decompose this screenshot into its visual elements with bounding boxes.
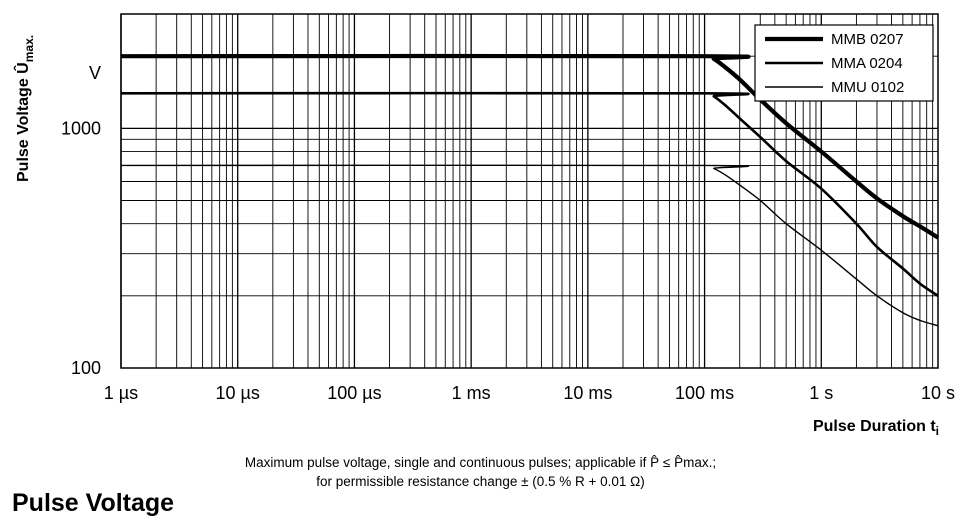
y-axis-label-main: Pulse Voltage Û (13, 62, 32, 182)
y-axis-label: Pulse Voltage Ûmax. (13, 35, 36, 182)
x-tick-label: 100 ms (675, 383, 734, 403)
legend-label: MMU 0102 (831, 79, 904, 96)
y-axis-label-sub: max. (22, 35, 36, 62)
x-tick-label: 10 ms (563, 383, 612, 403)
y-tick-label: 1000 (61, 118, 101, 138)
page-title: Pulse Voltage (12, 489, 175, 517)
x-tick-label: 100 µs (327, 383, 381, 403)
x-tick-label: 10 µs (216, 383, 260, 403)
y-unit-label: V (89, 63, 101, 83)
axis-ticks: 1 µs 10 µs 100 µs 1 ms 10 ms 100 ms 1 s 10 s 100… (61, 63, 955, 403)
series-line-mma-0204 (120, 91, 939, 297)
series-line-mmu-0102 (120, 164, 939, 327)
caption-line-1: Maximum pulse voltage, single and contin… (244, 455, 717, 470)
caption-line-2: for permissible resistance change ± (0.5… (316, 474, 645, 489)
x-tick-label: 1 µs (104, 383, 138, 403)
legend: MMB 0207 MMA 0204 MMU 0102 (754, 24, 934, 102)
x-tick-label: 10 s (921, 383, 955, 403)
y-tick-label: 100 (71, 358, 101, 378)
x-tick-label: 1 s (809, 383, 833, 403)
x-axis-label: Pulse Duration ti (813, 418, 939, 438)
grid-lines (120, 13, 938, 368)
x-tick-label: 1 ms (452, 383, 491, 403)
legend-label: MMB 0207 (831, 31, 904, 48)
legend-label: MMA 0204 (831, 55, 903, 72)
x-axis-label-main: Pulse Duration t (812, 418, 936, 435)
x-axis-label-sub: i (935, 424, 939, 439)
